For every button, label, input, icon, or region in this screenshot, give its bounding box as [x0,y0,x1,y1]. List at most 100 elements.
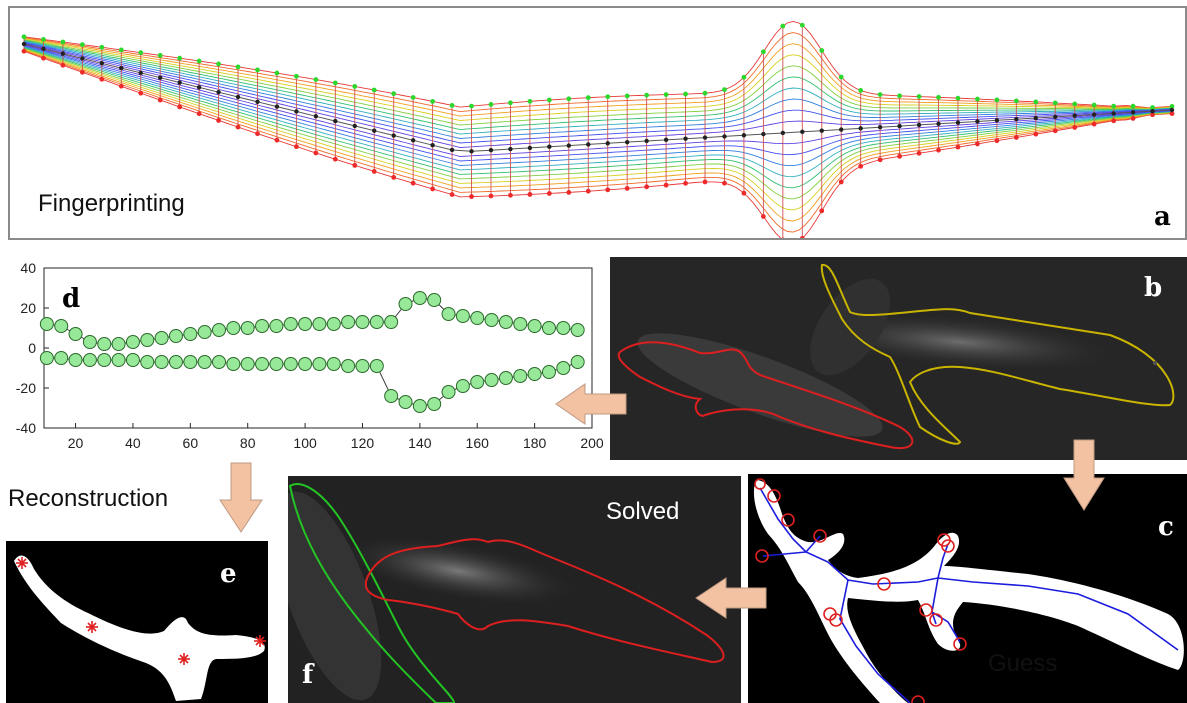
detected-outlines [610,257,1187,460]
data-point [283,357,298,371]
spine-point [294,109,299,114]
y-tick-label: 40 [20,260,36,276]
spine-point [158,75,163,80]
top-landmark [371,87,377,93]
data-point [570,355,585,369]
data-point [197,355,212,369]
top-landmark [858,88,864,93]
panel-e-letter: e [220,559,237,589]
spine-point [761,131,766,137]
top-landmark [663,92,669,97]
panel-a-letter: a [1154,202,1171,232]
top-landmark [1013,98,1019,104]
bottom-landmark [118,83,124,89]
top-landmark [838,74,844,80]
data-point [298,317,313,331]
asterisk-markers [16,557,266,665]
spine-point [430,142,435,148]
x-tick-label: 20 [68,435,84,451]
contour-line [23,50,1173,238]
top-landmark [274,70,280,76]
data-point [556,361,571,375]
spine-point [119,65,124,71]
data-point [556,321,571,335]
bottom-landmark [838,179,844,185]
spine-point [1033,115,1038,121]
spine-point [333,118,338,124]
top-landmark [157,52,163,58]
arrow-d-to-e [219,462,263,533]
green-outline-f [288,483,455,703]
top-landmark [332,80,338,86]
spine-point [663,137,669,143]
top-landmark [644,92,650,98]
x-tick-label: 140 [408,435,432,451]
bottom-landmark [799,235,805,238]
contour-line [23,39,1173,131]
data-point [212,323,227,337]
data-point [484,373,499,387]
spine-point [683,136,688,141]
top-landmark [566,96,572,102]
top-landmark [352,84,358,89]
skeleton-graph [748,474,1187,703]
data-point [355,359,370,373]
data-point [355,315,370,329]
x-tick-label: 100 [293,435,317,451]
top-landmark [430,98,436,104]
spine-point [410,138,416,143]
top-landmark [235,64,241,70]
spine-point [1053,114,1058,120]
data-point [326,317,341,331]
x-tick-label: 40 [125,435,141,451]
contour-line [23,42,1173,144]
bottom-landmark [196,111,202,117]
data-point [513,369,528,383]
bottom-landmark [157,97,163,103]
spine-point [138,70,143,76]
data-point [140,355,155,369]
bottom-landmark [722,180,727,186]
top-landmark [741,74,747,80]
bottom-landmark [255,131,260,137]
spine-point [391,133,396,138]
data-point [154,331,169,345]
data-point [68,353,83,367]
spine-point [372,128,377,133]
bottom-landmark [1111,118,1117,124]
top-landmark [916,94,922,99]
spine-point [975,119,980,124]
top-landmark [1052,100,1058,106]
top-landmark [60,39,66,45]
bottom-landmark [819,208,825,214]
bottom-landmark [332,156,338,162]
data-point [54,351,69,365]
data-point [441,307,456,321]
data-point [183,327,198,341]
data-point [283,317,298,331]
data-point [455,379,470,393]
top-landmark [936,94,941,100]
spine-point [235,94,241,100]
reconstruction-caption: Reconstruction [8,485,169,512]
data-point [412,291,427,305]
data-point [183,355,198,369]
data-point [412,399,427,413]
spine-point [21,41,27,47]
spine-point [488,147,494,153]
bottom-landmark [1169,111,1175,116]
spine-point [508,146,513,152]
data-point [125,335,140,349]
spine-point [702,135,708,140]
top-landmark [1091,102,1097,108]
data-point [226,321,241,335]
bottom-landmark [1072,125,1078,130]
spine-point [352,123,357,129]
data-point [341,315,356,329]
data-point [441,385,456,399]
data-point [240,321,255,335]
bottom-landmark [177,104,183,110]
data-point [269,319,284,333]
top-landmark [1111,103,1117,109]
y-tick-label: 20 [20,300,36,316]
